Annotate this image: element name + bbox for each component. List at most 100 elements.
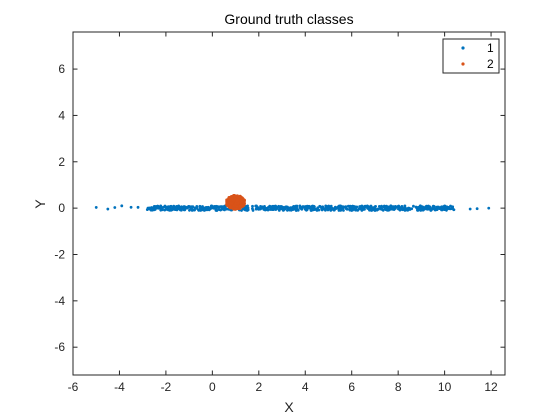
legend-label-series-1: 1 (487, 41, 494, 55)
series-1-point (189, 206, 193, 210)
series-2-point (234, 201, 238, 206)
series-1-point (373, 205, 377, 209)
series-1-point (312, 204, 316, 208)
series-2-point (228, 196, 232, 200)
series-1-point (311, 208, 315, 212)
x-axis-label: X (284, 399, 294, 415)
y-tick-label: -6 (54, 340, 65, 354)
series-1-point (204, 208, 208, 212)
series-1-point (368, 207, 372, 211)
series-1-point (444, 205, 448, 209)
x-tick-label: -4 (114, 380, 125, 394)
series-1-point (212, 205, 216, 208)
series-1-point (251, 207, 254, 211)
series-1-point (303, 207, 307, 211)
series-1-point (321, 208, 324, 211)
series-2-points (225, 193, 246, 211)
series-1-point (225, 207, 228, 211)
x-tick-label: 0 (209, 380, 216, 394)
chart-title: Ground truth classes (224, 11, 353, 27)
series-1-point (259, 205, 262, 208)
y-tick-label: -4 (54, 294, 65, 308)
series-1-point (272, 204, 276, 208)
series-2-point (235, 198, 239, 203)
series-1-point (424, 205, 428, 209)
series-1-point (186, 205, 190, 209)
series-2-point (242, 201, 246, 205)
series-1-point (324, 207, 328, 211)
series-1-point (199, 208, 202, 212)
series-1-point (384, 205, 388, 209)
series-1-point (432, 205, 435, 208)
series-1-point (151, 207, 154, 211)
legend: 1 2 (442, 38, 500, 74)
x-axis-ticks: -6 -4 -2 0 2 4 6 8 10 12 (68, 32, 498, 394)
series-1-point (358, 205, 362, 208)
series-1-point (170, 208, 174, 211)
series-1-point (398, 207, 402, 210)
series-1-point (154, 206, 158, 210)
series-1-point (146, 206, 150, 210)
series-1-point (113, 206, 117, 209)
series-1-point (475, 207, 479, 211)
series-1-point (129, 205, 133, 209)
series-1-point (163, 208, 167, 212)
x-tick-label: 4 (302, 380, 309, 394)
legend-box (442, 38, 500, 74)
series-1-point (332, 208, 336, 212)
series-1-point (395, 205, 398, 209)
series-1-point (400, 204, 404, 208)
series-1-point (221, 205, 225, 209)
series-1-point (344, 205, 348, 209)
series-1-point (158, 205, 162, 209)
series-1-point (242, 207, 246, 211)
series-1-point (316, 206, 320, 210)
series-1-point (217, 208, 221, 211)
y-tick-label: 6 (58, 62, 65, 76)
y-axis-ticks: -6 -4 -2 0 2 4 6 (54, 62, 505, 354)
series-1-point (244, 208, 248, 212)
series-1-point (342, 208, 345, 212)
series-1-point (246, 206, 250, 210)
series-1-point (283, 207, 287, 211)
series-1-point (277, 208, 281, 211)
series-1-point (264, 206, 267, 210)
series-1-point (188, 208, 191, 212)
series-1-point (202, 208, 206, 212)
series-1-point (318, 204, 322, 208)
series-1-point (422, 208, 426, 211)
y-axis-label: Y (32, 199, 48, 209)
x-tick-label: 6 (348, 380, 355, 394)
series-1-point (415, 206, 419, 210)
series-1-point (450, 206, 454, 210)
series-1-point (215, 209, 219, 212)
series-1-point (106, 207, 110, 211)
series-1-point (487, 206, 491, 210)
x-tick-label: 8 (395, 380, 402, 394)
series-1-point (266, 206, 270, 209)
series-1-point (360, 208, 364, 212)
series-1-point (255, 205, 259, 209)
series-1-point (360, 205, 364, 209)
series-1-point (355, 208, 359, 212)
series-1-point (293, 207, 297, 211)
series-1-point (426, 207, 430, 211)
series-1-point (387, 205, 391, 209)
series-1-point (266, 208, 270, 212)
x-tick-label: -6 (68, 380, 79, 394)
series-1-point (384, 207, 387, 211)
series-1-point (163, 204, 167, 208)
series-1-point (180, 206, 183, 210)
series-1-point (201, 205, 204, 208)
series-1-point (412, 204, 415, 208)
series-1-point (216, 205, 219, 208)
series-1-point (120, 204, 124, 208)
x-tick-label: 10 (438, 380, 452, 394)
series-1-point (273, 207, 277, 211)
series-1-point (435, 205, 439, 209)
series-1-point (169, 204, 173, 208)
series-1-point (315, 208, 319, 212)
series-2-point (228, 205, 233, 209)
series-1-point (410, 207, 414, 211)
